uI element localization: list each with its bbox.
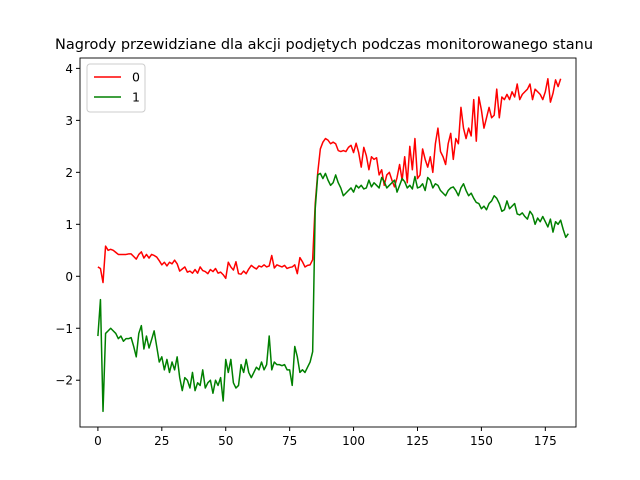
x-tick-label: 125 <box>406 434 429 448</box>
x-tick-label: 50 <box>218 434 233 448</box>
y-tick-label: 3 <box>65 114 73 128</box>
x-tick-label: 175 <box>534 434 557 448</box>
legend-label-0: 0 <box>132 70 140 85</box>
x-tick-label: 0 <box>94 434 102 448</box>
series-line-1 <box>97 172 569 413</box>
plot-frame <box>79 57 577 428</box>
series-line-0 <box>97 78 562 284</box>
legend: 01 <box>86 63 146 113</box>
y-tick-label: 4 <box>65 62 73 76</box>
x-tick-label: 75 <box>282 434 297 448</box>
y-tick-label: 1 <box>65 218 73 232</box>
y-tick-label: 2 <box>65 166 73 180</box>
legend-label-1: 1 <box>132 90 140 105</box>
legend-box <box>86 63 146 113</box>
x-tick-label: 150 <box>470 434 493 448</box>
series-lines <box>97 78 569 413</box>
x-tick-label: 25 <box>154 434 169 448</box>
x-tick-label: 100 <box>342 434 365 448</box>
y-tick-label: 0 <box>65 270 73 284</box>
y-tick-label: −1 <box>55 322 73 336</box>
y-tick-label: −2 <box>55 374 73 388</box>
chart-title: Nagrody przewidziane dla akcji podjętych… <box>55 37 593 53</box>
